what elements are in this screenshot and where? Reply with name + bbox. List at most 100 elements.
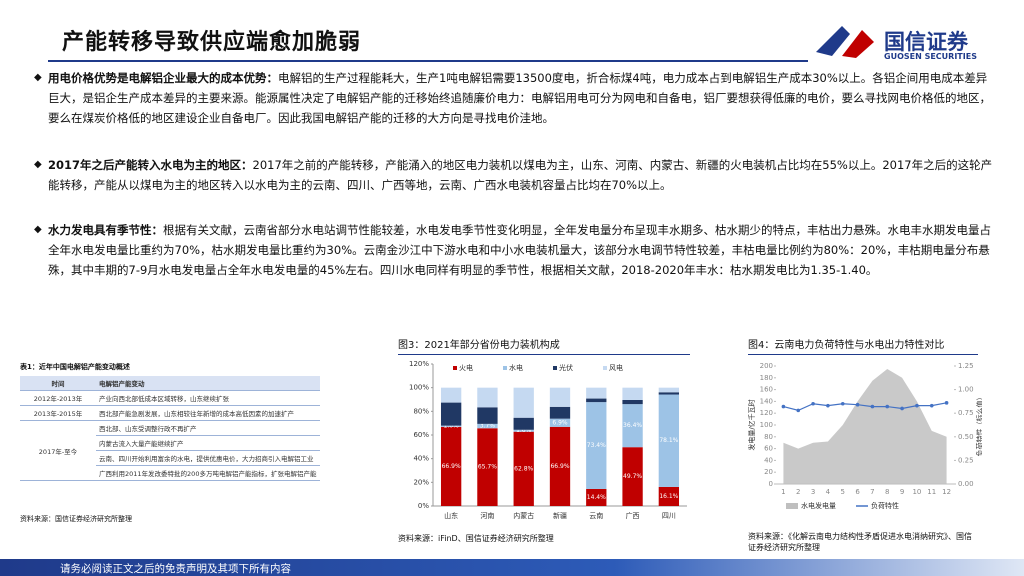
bar-segment <box>586 387 607 399</box>
bar-segment <box>513 387 534 418</box>
value-label: 1.6% <box>516 427 532 434</box>
x-tick-label: 4 <box>826 488 831 496</box>
point <box>885 404 890 409</box>
bar-segment <box>513 417 534 430</box>
x-tick-label: 新疆 <box>553 511 567 520</box>
bar-segment <box>658 392 680 395</box>
table-cell: 内蒙古流入大量产能继续扩产 <box>96 435 320 451</box>
y-tick-label: 100% <box>409 384 429 392</box>
legend-label: 火电 <box>459 363 473 372</box>
point <box>929 403 934 408</box>
x-tick-label: 内蒙古 <box>513 511 534 520</box>
bar-segment <box>549 426 571 506</box>
y-tick-label: 140 <box>760 397 773 405</box>
source: 资料来源：iFinD、国信证券经济研究所整理 <box>398 534 554 543</box>
y-tick-label: 120% <box>409 360 429 368</box>
point <box>826 403 830 408</box>
y-tick-label: 80% <box>413 407 429 415</box>
legend-swatch <box>453 366 457 370</box>
value-label: 6.9% <box>552 419 568 426</box>
bar-segment <box>477 387 498 408</box>
value-label: 16.1% <box>659 493 678 500</box>
bar-segment <box>549 418 571 427</box>
point <box>781 404 786 409</box>
legend-label: 光伏 <box>559 363 573 372</box>
y2-axis-title: 负荷特性（标么值） <box>975 394 982 457</box>
y2-tick-label: 0.50 <box>958 433 974 441</box>
bullet: ◆ 2017年之后产能转入水电为主的地区：2017年之前的产能转移，产能涌入的地区… <box>34 158 993 192</box>
source: 资料来源：《化解云南电力结构性矛盾促进水电消纳研究》、国信证券经济研究所整理 <box>748 532 972 552</box>
y-tick-label: 0% <box>418 502 429 510</box>
y-tick-label: 0 <box>769 480 773 488</box>
area <box>783 368 947 484</box>
footer-bar <box>0 559 1024 576</box>
bullet: ◆ 水力发电具有季节性：根据有关文献，云南省部分水电站调节性能较差，水电发电季节性… <box>34 223 991 277</box>
table-cell: 2013年-2015年 <box>20 405 96 421</box>
value-label: 66.9% <box>550 463 569 470</box>
x-tick-label: 河南 <box>480 511 494 520</box>
y-tick-label: 20% <box>413 478 429 486</box>
chart-title: 图4：云南电力负荷特性与水电出力特性对比 <box>748 336 978 355</box>
point <box>840 401 845 406</box>
legend-label: 水电发电量 <box>801 501 836 510</box>
bar-segment <box>513 429 534 432</box>
bar-segment <box>440 387 462 403</box>
bar-segment <box>622 387 643 400</box>
bar-segment <box>586 488 607 506</box>
x-tick-label: 山东 <box>444 511 458 520</box>
y-tick-label: 40% <box>413 455 429 463</box>
bar-segment <box>513 431 534 506</box>
value-label: 66.9% <box>442 463 461 470</box>
value-label: 1.0% <box>444 423 460 430</box>
bar-segment <box>477 428 498 506</box>
y-tick-label: 60% <box>413 431 429 439</box>
table-cell: 2017年-至今 <box>20 420 96 481</box>
x-tick-label: 7 <box>870 488 874 496</box>
bullet-text: 电解铝的生产过程能耗大，生产1吨电解铝需要13500度电，折合标煤4吨，电力成本… <box>48 71 991 125</box>
y-tick-label: 20 <box>764 468 773 476</box>
chart: 0% 20% 40% 60% 80% 100% 120% 山东 66.9% 1.0% 河南 65.7%… <box>409 360 687 520</box>
legend-label: 风电 <box>609 363 623 372</box>
y-tick-label: 200 <box>760 362 773 370</box>
logo-mark <box>816 26 874 58</box>
logo-text-en: GUOSEN SECURITIES <box>884 52 977 61</box>
y-tick-label: 160 <box>760 386 773 394</box>
value-label: 14.4% <box>587 494 606 501</box>
table-header: 时间 <box>20 376 96 391</box>
chart: 0 20 40 60 80 100 120 140 160 180 200 0.00 0.25 0.50 0… <box>747 362 982 510</box>
point <box>915 403 919 408</box>
bar-segment <box>622 399 643 405</box>
bullet-text: 根据有关文献，云南省部分水电站调节性能较差，水电发电季节性变化明显，全年发电量分… <box>48 223 991 277</box>
table-title: 表1：近年中国电解铝产能变动概述 <box>20 363 130 371</box>
bar-segment <box>658 394 680 487</box>
value-label: 73.4% <box>587 442 606 449</box>
legend-swatch <box>553 366 557 370</box>
x-tick-label: 9 <box>900 488 904 496</box>
bar-segment <box>658 387 680 393</box>
bar-segment <box>549 387 571 407</box>
bar-segment <box>440 426 462 506</box>
point <box>811 401 815 406</box>
table: 时间 电解铝产能变动 2012年-2013年 产业向西北部低成本区域转移，山东继续扩… <box>20 376 320 481</box>
bar-segment <box>622 447 643 506</box>
bar-segment <box>658 486 680 506</box>
legend-label: 负荷特性 <box>871 501 899 510</box>
point <box>900 406 904 411</box>
bar-segment <box>622 404 643 448</box>
table-wrap: 时间 电解铝产能变动 2012年-2013年 产业向西北部低成本区域转移，山东继续扩… <box>20 376 320 481</box>
x-tick-label: 广西 <box>626 511 640 520</box>
x-tick-label: 四川 <box>662 512 676 520</box>
bullet-text: 2017年之前的产能转移，产能涌入的地区电力装机以煤电为主，山东、河南、内蒙古、… <box>48 158 993 192</box>
x-tick-label: 12 <box>942 488 951 496</box>
bar-segment <box>440 425 462 427</box>
legend-swatch <box>603 366 607 370</box>
x-tick-label: 1 <box>781 488 785 496</box>
bullet: ◆ 用电价格优势是电解铝企业最大的成本优势：电解铝的生产过程能耗大，生产1吨电解铝… <box>34 71 991 125</box>
bullet-lead: 水力发电具有季节性： <box>48 223 163 237</box>
bar-segment <box>477 423 498 429</box>
table-cell: 西北部、山东受调整行政不再扩产 <box>96 420 320 436</box>
bar-segment <box>549 406 571 419</box>
page-title: 产能转移导致供应端愈加脆弱 <box>62 30 362 55</box>
bullet-lead: 2017年之后产能转入水电为主的地区： <box>48 158 253 172</box>
x-tick-label: 11 <box>927 488 936 496</box>
